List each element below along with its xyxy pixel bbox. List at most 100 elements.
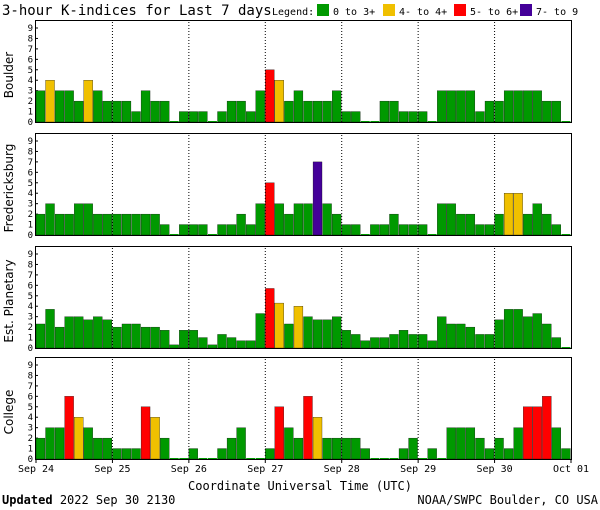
y-tick-label: 5 [28, 66, 33, 76]
k-bar [341, 111, 351, 123]
k-bar [532, 203, 542, 236]
k-bar [179, 330, 189, 349]
k-bar [150, 213, 160, 236]
k-bar [341, 437, 351, 460]
x-tick-label: Sep 26 [171, 464, 207, 475]
k-bar [303, 100, 313, 123]
k-bar [523, 316, 533, 349]
y-tick-label: 9 [28, 250, 33, 260]
k-bar [561, 448, 571, 460]
k-bar [551, 427, 561, 460]
k-bar [83, 427, 93, 460]
k-bar [484, 100, 495, 123]
k-bar [332, 316, 342, 349]
k-bar [360, 121, 370, 122]
k-bar [370, 224, 380, 236]
k-bar [131, 111, 141, 123]
k-bar [35, 437, 46, 460]
k-bar [370, 458, 380, 459]
k-bar [542, 323, 552, 349]
k-bar [274, 406, 284, 460]
k-bar [351, 111, 361, 123]
k-bar [484, 448, 495, 460]
k-bar [360, 448, 370, 460]
y-tick-label: 1 [28, 221, 33, 231]
k-bar [284, 100, 294, 123]
k-bar [532, 90, 542, 123]
k-bar [160, 100, 170, 123]
k-bar [121, 213, 132, 236]
k-bar [150, 100, 160, 123]
k-bar [293, 90, 304, 123]
k-bar [303, 203, 313, 236]
k-bar [513, 90, 523, 123]
k-bar [265, 182, 275, 236]
y-axis-label: Boulder [2, 52, 16, 99]
k-bar [341, 330, 351, 349]
k-bar [188, 448, 198, 460]
k-bar [484, 224, 495, 236]
k-bar [54, 90, 65, 123]
k-bar [207, 344, 218, 349]
k-bar [246, 458, 256, 459]
y-tick-label: 9 [28, 137, 33, 147]
k-bar [274, 203, 284, 236]
legend-entry: 5- to 6+ [470, 7, 518, 18]
k-bar [523, 406, 533, 460]
k-bar [226, 224, 237, 236]
legend-entry: 4- to 4+ [399, 7, 447, 18]
k-bar [45, 309, 55, 349]
x-tick-label: Sep 25 [94, 464, 130, 475]
k-bar [437, 90, 447, 123]
k-bar [456, 323, 466, 349]
k-bar [93, 213, 103, 236]
k-bar [54, 213, 65, 236]
chart-title: 3-hour K-indices for Last 7 days [2, 3, 272, 19]
k-bar [322, 100, 332, 123]
legend-swatch [383, 4, 395, 16]
k-bar [188, 330, 198, 349]
k-bar [93, 316, 103, 349]
k-bar [226, 337, 237, 349]
k-bar [379, 337, 390, 349]
y-tick-label: 7 [28, 382, 33, 392]
k-bar [322, 319, 332, 349]
k-bar [140, 326, 151, 349]
k-bar [74, 100, 84, 123]
k-bar [64, 396, 74, 460]
k-bar [64, 316, 74, 349]
y-tick-label: 7 [28, 158, 33, 168]
y-tick-label: 4 [28, 302, 33, 312]
k-bar [169, 234, 179, 235]
k-bar [217, 334, 227, 349]
y-tick-label: 7 [28, 271, 33, 281]
legend-swatch [520, 4, 532, 16]
k-bar [169, 458, 179, 459]
k-bar [465, 326, 476, 349]
x-tick-label: Sep 29 [400, 464, 436, 475]
k-bar [503, 90, 514, 123]
k-bar [150, 326, 160, 349]
k-bar [398, 448, 409, 460]
k-bar [341, 224, 351, 236]
y-tick-label: 1 [28, 108, 33, 118]
k-bar [351, 334, 361, 349]
k-bar [398, 224, 409, 236]
legend-label: Legend: [272, 7, 314, 18]
y-tick-label: 5 [28, 403, 33, 413]
k-bar [74, 203, 84, 236]
k-bar [532, 406, 542, 460]
k-bar [446, 203, 456, 236]
k-bar [83, 203, 93, 236]
y-tick-label: 0 [28, 118, 33, 128]
k-bar [360, 340, 370, 349]
k-bar [418, 458, 428, 459]
legend-entry: 7- to 9 [536, 7, 578, 18]
panel-frame [35, 133, 572, 236]
k-bar [102, 213, 112, 236]
k-bar [494, 319, 504, 349]
k-bar [427, 340, 437, 349]
k-bar [312, 161, 323, 236]
k-bar [551, 100, 561, 123]
y-tick-label: 8 [28, 147, 33, 157]
